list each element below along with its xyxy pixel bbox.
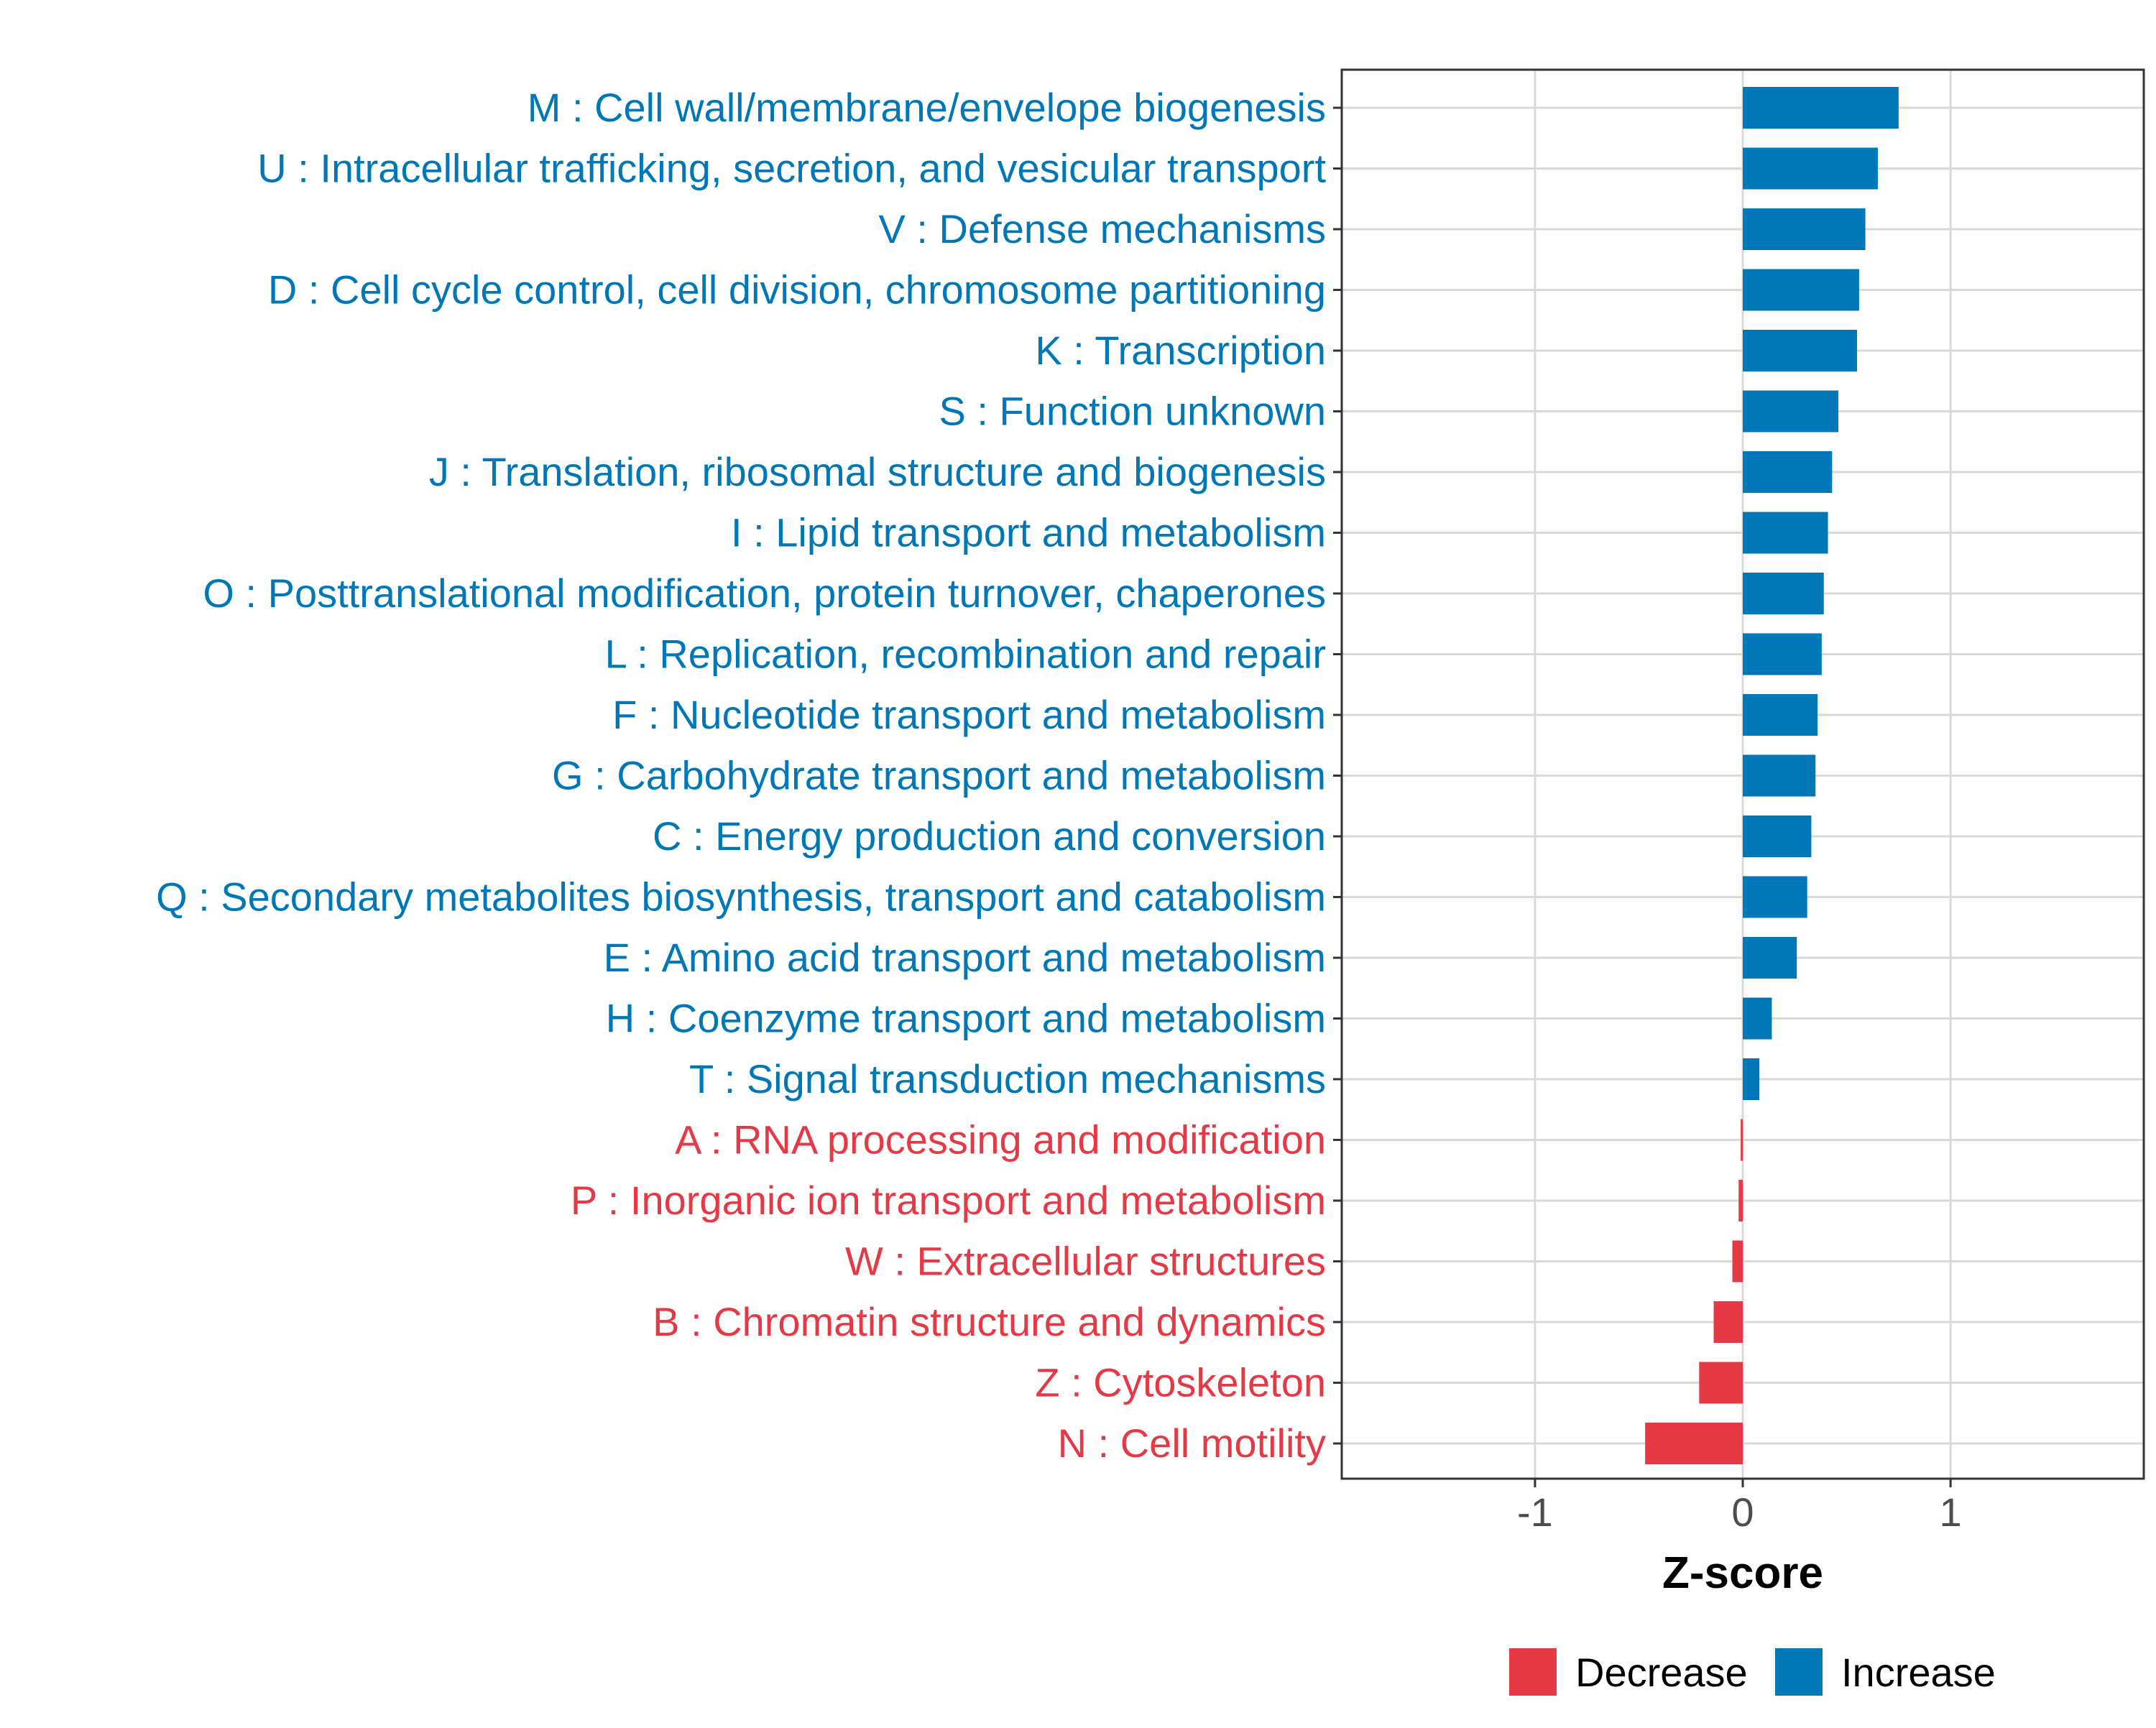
- category-label: S : Function unknown: [939, 389, 1326, 434]
- category-label: F : Nucleotide transport and metabolism: [612, 692, 1326, 737]
- bar-p: [1738, 1180, 1743, 1221]
- category-label: Z : Cytoskeleton: [1035, 1360, 1326, 1405]
- legend-label-decrease: Decrease: [1575, 1650, 1748, 1695]
- bar-w: [1732, 1240, 1743, 1283]
- category-label: K : Transcription: [1035, 328, 1326, 373]
- category-label: J : Translation, ribosomal structure and…: [429, 449, 1326, 494]
- category-label: I : Lipid transport and metabolism: [731, 510, 1326, 555]
- category-label: U : Intracellular trafficking, secretion…: [257, 146, 1326, 191]
- bar-v: [1743, 208, 1866, 250]
- bar-t: [1743, 1058, 1760, 1100]
- category-label: P : Inorganic ion transport and metaboli…: [571, 1178, 1326, 1223]
- bar-s: [1743, 390, 1838, 433]
- bar-e: [1743, 937, 1797, 979]
- bar-f: [1743, 694, 1818, 736]
- category-label-layer: M : Cell wall/membrane/envelope biogenes…: [156, 85, 1326, 1466]
- bar-m: [1743, 87, 1899, 129]
- x-tick-label: -1: [1517, 1489, 1553, 1535]
- bar-layer: [1645, 87, 1899, 1464]
- legend: Decrease Increase: [1509, 1648, 1996, 1696]
- bar-b: [1713, 1301, 1743, 1343]
- category-label: A : RNA processing and modification: [675, 1117, 1326, 1163]
- bar-o: [1743, 573, 1824, 614]
- category-label: G : Carbohydrate transport and metabolis…: [552, 753, 1326, 798]
- bar-g: [1743, 754, 1816, 797]
- category-label: L : Replication, recombination and repai…: [605, 632, 1326, 677]
- legend-item-decrease: Decrease: [1509, 1648, 1748, 1696]
- category-label: B : Chromatin structure and dynamics: [653, 1299, 1326, 1344]
- category-label: V : Defense mechanisms: [879, 206, 1326, 251]
- x-tick-label: 1: [1940, 1489, 1962, 1535]
- category-label: Q : Secondary metabolites biosynthesis, …: [156, 874, 1326, 920]
- bar-n: [1645, 1423, 1743, 1464]
- legend-swatch-increase: [1775, 1648, 1823, 1696]
- category-label: M : Cell wall/membrane/envelope biogenes…: [528, 85, 1326, 130]
- bar-u: [1743, 147, 1878, 190]
- x-tick-label: 0: [1731, 1489, 1754, 1535]
- bar-i: [1743, 512, 1828, 554]
- category-label: W : Extracellular structures: [845, 1239, 1326, 1284]
- bar-a: [1741, 1119, 1743, 1161]
- bar-z: [1699, 1362, 1743, 1404]
- category-label: E : Amino acid transport and metabolism: [604, 935, 1326, 980]
- category-label: T : Signal transduction mechanisms: [689, 1056, 1326, 1101]
- category-label: N : Cell motility: [1058, 1420, 1326, 1466]
- bar-h: [1743, 997, 1772, 1040]
- category-label: C : Energy production and conversion: [653, 813, 1326, 859]
- bar-k: [1743, 330, 1858, 371]
- legend-label-increase: Increase: [1841, 1650, 1996, 1695]
- bar-c: [1743, 816, 1812, 857]
- category-label: H : Coenzyme transport and metabolism: [606, 996, 1326, 1041]
- legend-swatch-decrease: [1509, 1648, 1557, 1696]
- category-label: D : Cell cycle control, cell division, c…: [268, 267, 1326, 313]
- category-label: O : Posttranslational modification, prot…: [203, 570, 1326, 616]
- legend-item-increase: Increase: [1775, 1648, 1996, 1696]
- bar-q: [1743, 876, 1807, 918]
- bar-l: [1743, 633, 1822, 675]
- x-axis-title: Z-score: [1662, 1548, 1823, 1598]
- bar-j: [1743, 451, 1833, 493]
- bar-d: [1743, 269, 1859, 311]
- axis-layer: -1 0 1: [1333, 68, 2145, 1535]
